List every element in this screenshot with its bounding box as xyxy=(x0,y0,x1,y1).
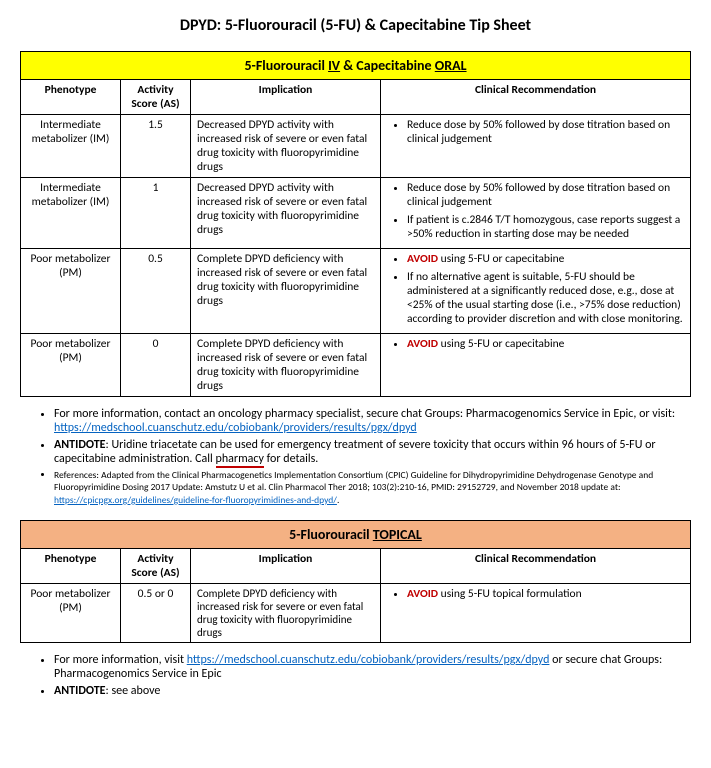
cell-phenotype: Intermediate metabolizer (IM) xyxy=(21,115,121,178)
banner-topical: TOPICAL xyxy=(373,526,422,543)
col-phenotype: Phenotype xyxy=(21,549,121,584)
cell-phenotype: Intermediate metabolizer (IM) xyxy=(21,178,121,249)
note-more-info: For more information, visit https://meds… xyxy=(54,653,691,681)
cell-implication: Decreased DPYD activity with increased r… xyxy=(191,178,381,249)
note-references: References: Adapted from the Clinical Ph… xyxy=(54,469,691,506)
cell-as: 1 xyxy=(121,178,191,249)
cell-recommendation: AVOID using 5-FU topical formulation xyxy=(381,584,691,643)
link-cpic[interactable]: https://cpicpgx.org/guidelines/guideline… xyxy=(54,494,337,506)
rec-item: Reduce dose by 50% followed by dose titr… xyxy=(407,118,684,146)
banner-text: 5-Fluorouracil xyxy=(244,57,328,74)
cell-phenotype: Poor metabolizer (PM) xyxy=(21,249,121,334)
avoid-tail: using 5-FU topical formulation xyxy=(438,587,582,601)
table-row: Intermediate metabolizer (IM) 1 Decrease… xyxy=(21,178,691,249)
table1-banner: 5-Fluorouracil IV & Capecitabine ORAL xyxy=(21,52,691,80)
note-text: For more information, contact an oncolog… xyxy=(54,407,675,421)
note-text: for details. xyxy=(264,452,318,466)
rec-item-avoid: AVOID using 5-FU or capecitabine xyxy=(407,252,684,266)
avoid-label: AVOID xyxy=(407,587,438,601)
link-dpyd[interactable]: https://medschool.cuanschutz.edu/cobioba… xyxy=(54,421,417,435)
cell-as: 0.5 or 0 xyxy=(121,584,191,643)
table2-banner: 5-Fluorouracil TOPICAL xyxy=(21,521,691,549)
col-phenotype: Phenotype xyxy=(21,80,121,115)
note-antidote: ANTIDOTE: Uridine triacetate can be used… xyxy=(54,438,691,466)
note-text: References: Adapted from the Clinical Ph… xyxy=(54,469,653,493)
note-text: : Uridine triacetate can be used for eme… xyxy=(54,438,656,466)
cell-phenotype: Poor metabolizer (PM) xyxy=(21,334,121,397)
avoid-label: AVOID xyxy=(407,252,438,266)
table2-header-row: Phenotype Activity Score (AS) Implicatio… xyxy=(21,549,691,584)
col-implication: Implication xyxy=(191,549,381,584)
rec-item: Reduce dose by 50% followed by dose titr… xyxy=(407,181,684,209)
cell-implication: Complete DPYD deficiency with increased … xyxy=(191,584,381,643)
cell-implication: Decreased DPYD activity with increased r… xyxy=(191,115,381,178)
cell-as: 0 xyxy=(121,334,191,397)
table-row: Intermediate metabolizer (IM) 1.5 Decrea… xyxy=(21,115,691,178)
table-iv-oral: 5-Fluorouracil IV & Capecitabine ORAL Ph… xyxy=(20,51,691,397)
banner-text: 5-Fluorouracil xyxy=(289,526,373,543)
pharmacy-highlight: pharmacy xyxy=(216,452,264,468)
cell-phenotype: Poor metabolizer (PM) xyxy=(21,584,121,643)
cell-recommendation: Reduce dose by 50% followed by dose titr… xyxy=(381,115,691,178)
note-text: For more information, visit xyxy=(54,653,187,667)
note-text: : see above xyxy=(106,684,161,698)
note-text: . xyxy=(337,494,339,506)
table-topical: 5-Fluorouracil TOPICAL Phenotype Activit… xyxy=(20,520,691,643)
col-recommendation: Clinical Recommendation xyxy=(381,549,691,584)
avoid-label: AVOID xyxy=(407,337,438,351)
rec-item: If patient is c.2846 T/T homozygous, cas… xyxy=(407,213,684,241)
avoid-tail: using 5-FU or capecitabine xyxy=(438,337,564,351)
note-antidote: ANTIDOTE: see above xyxy=(54,684,691,698)
banner-text: & Capecitabine xyxy=(340,57,435,74)
link-dpyd[interactable]: https://medschool.cuanschutz.edu/cobioba… xyxy=(187,653,550,667)
rec-item-avoid: AVOID using 5-FU or capecitabine xyxy=(407,337,684,351)
col-activity-score: Activity Score (AS) xyxy=(121,80,191,115)
table-row: Poor metabolizer (PM) 0.5 or 0 Complete … xyxy=(21,584,691,643)
note-more-info: For more information, contact an oncolog… xyxy=(54,407,691,435)
col-implication: Implication xyxy=(191,80,381,115)
cell-implication: Complete DPYD deficiency with increased … xyxy=(191,334,381,397)
rec-item: If no alternative agent is suitable, 5-F… xyxy=(407,270,684,326)
table-row: Poor metabolizer (PM) 0.5 Complete DPYD … xyxy=(21,249,691,334)
table1-header-row: Phenotype Activity Score (AS) Implicatio… xyxy=(21,80,691,115)
col-activity-score: Activity Score (AS) xyxy=(121,549,191,584)
notes-section-2: For more information, visit https://meds… xyxy=(20,653,691,698)
antidote-label: ANTIDOTE xyxy=(54,684,106,698)
table-row: Poor metabolizer (PM) 0 Complete DPYD de… xyxy=(21,334,691,397)
cell-recommendation: Reduce dose by 50% followed by dose titr… xyxy=(381,178,691,249)
banner-iv: IV xyxy=(328,57,340,74)
antidote-label: ANTIDOTE xyxy=(54,438,106,452)
cell-recommendation: AVOID using 5-FU or capecitabine xyxy=(381,334,691,397)
cell-recommendation: AVOID using 5-FU or capecitabine If no a… xyxy=(381,249,691,334)
cell-as: 1.5 xyxy=(121,115,191,178)
cell-implication: Complete DPYD deficiency with increased … xyxy=(191,249,381,334)
col-recommendation: Clinical Recommendation xyxy=(381,80,691,115)
avoid-tail: using 5-FU or capecitabine xyxy=(438,252,564,266)
page-title: DPYD: 5-Fluorouracil (5-FU) & Capecitabi… xyxy=(20,16,691,35)
cell-as: 0.5 xyxy=(121,249,191,334)
banner-oral: ORAL xyxy=(435,57,467,74)
rec-item-avoid: AVOID using 5-FU topical formulation xyxy=(407,587,684,601)
notes-section-1: For more information, contact an oncolog… xyxy=(20,407,691,506)
